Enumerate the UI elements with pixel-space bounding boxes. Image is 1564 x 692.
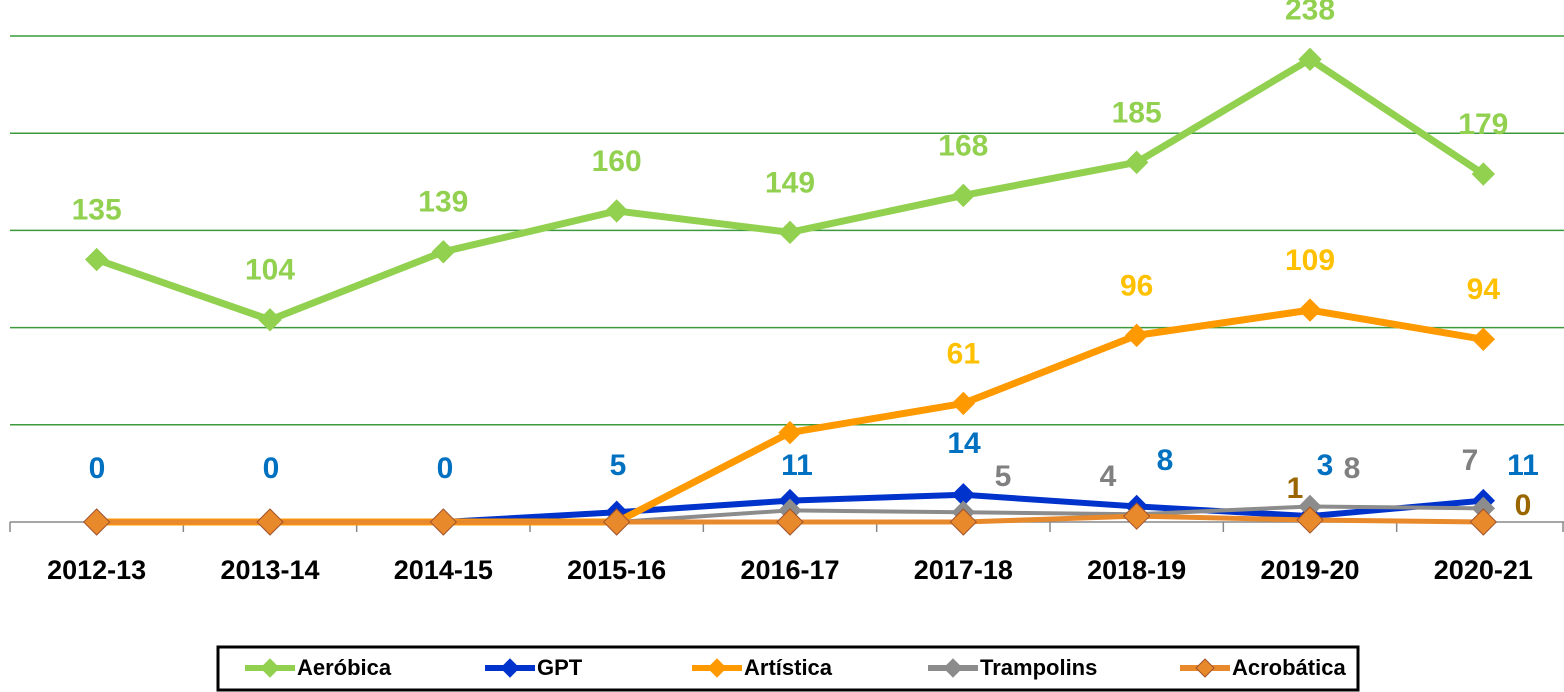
marker: [1296, 506, 1324, 534]
marker: [778, 420, 802, 445]
marker: [431, 240, 456, 264]
marker: [1298, 298, 1322, 322]
data-label: 168: [938, 129, 988, 162]
legend-marker: [943, 658, 963, 678]
marker: [1298, 47, 1322, 72]
marker: [951, 391, 976, 416]
x-tick-label: 2020-21: [1434, 555, 1533, 585]
data-label: 3: [1317, 449, 1334, 482]
legend-marker: [707, 658, 727, 678]
data-label: 61: [947, 337, 980, 370]
data-label: 14: [947, 427, 981, 460]
x-tick-label: 2017-18: [914, 555, 1013, 585]
marker: [82, 508, 111, 536]
legend-label: Aeróbica: [297, 655, 392, 680]
marker: [1469, 508, 1498, 536]
data-label: 5: [995, 460, 1012, 493]
data-label: 8: [1157, 444, 1174, 477]
marker: [604, 199, 629, 223]
legend-marker: [1195, 658, 1215, 678]
data-label: 185: [1112, 96, 1162, 129]
marker: [258, 308, 282, 332]
marker: [429, 508, 458, 536]
x-tick-label: 2012-13: [47, 555, 146, 585]
data-label: 0: [437, 452, 454, 485]
data-label: 139: [418, 186, 468, 219]
x-tick-label: 2013-14: [220, 555, 319, 585]
marker: [1471, 162, 1496, 186]
data-label: 94: [1467, 273, 1501, 306]
marker: [1124, 150, 1149, 175]
data-label: 104: [245, 254, 295, 287]
data-label: 7: [1462, 444, 1479, 477]
data-label: 5: [610, 449, 627, 482]
data-label: 109: [1285, 244, 1335, 277]
data-label: 11: [781, 449, 813, 482]
x-tick-label: 2015-16: [567, 555, 666, 585]
x-tick-label: 2019-20: [1260, 555, 1359, 585]
data-label: 160: [592, 145, 642, 178]
marker: [776, 508, 804, 536]
marker: [1122, 502, 1151, 530]
marker: [951, 183, 976, 208]
data-label: 0: [1515, 489, 1532, 522]
data-label: 0: [89, 452, 106, 485]
data-label: 1: [1287, 472, 1304, 505]
legend-label: GPT: [537, 655, 583, 680]
data-label: 4: [1100, 460, 1117, 493]
x-tick-label: 2018-19: [1087, 555, 1186, 585]
x-tick-label: 2014-15: [394, 555, 493, 585]
data-label: 135: [72, 193, 122, 226]
marker: [256, 508, 284, 536]
data-label: 149: [765, 166, 815, 199]
legend-marker: [500, 658, 520, 678]
marker: [949, 508, 978, 536]
marker: [602, 508, 631, 536]
legend-marker: [260, 658, 280, 678]
data-label: 179: [1458, 108, 1508, 141]
legend-box: [216, 645, 1360, 692]
data-label: 11: [1507, 449, 1539, 482]
legend-label: Artística: [744, 655, 833, 680]
data-label: 0: [263, 452, 280, 485]
x-tick-label: 2016-17: [740, 555, 839, 585]
data-label: 8: [1344, 452, 1361, 485]
data-label: 96: [1120, 269, 1153, 302]
data-label: 238: [1285, 0, 1335, 26]
marker: [1471, 327, 1496, 351]
marker: [84, 247, 109, 272]
legend-label: Trampolins: [980, 655, 1097, 680]
marker: [778, 220, 802, 245]
legend-label: Acrobática: [1232, 655, 1346, 680]
marker: [1124, 323, 1149, 348]
